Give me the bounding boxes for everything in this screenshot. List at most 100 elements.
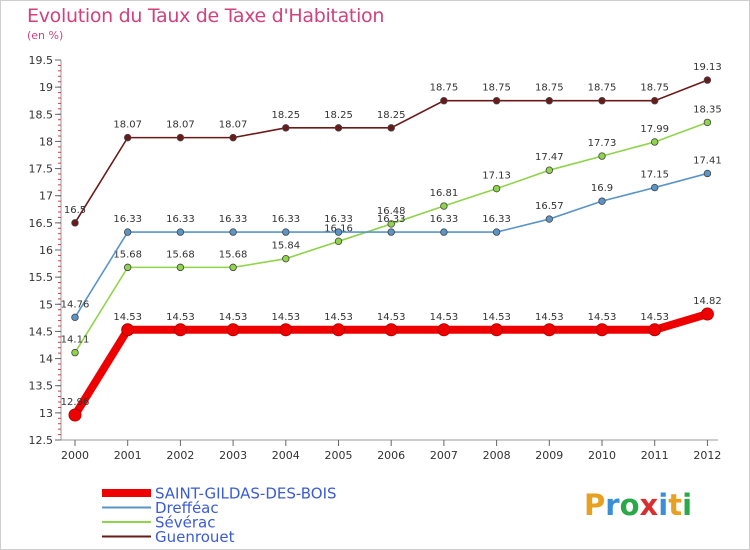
x-tick-label: 2012 (693, 449, 721, 462)
data-label: 18.25 (271, 110, 300, 121)
data-point (387, 124, 395, 132)
y-tick-label: 18.5 (29, 108, 54, 121)
data-label: 17.13 (482, 171, 511, 182)
x-tick-label: 2011 (641, 449, 669, 462)
data-point (229, 263, 237, 272)
data-label: 14.53 (430, 312, 459, 323)
series-line (74, 172, 708, 318)
data-point (598, 152, 606, 160)
y-tick-label: 19 (39, 81, 53, 94)
data-point (279, 323, 293, 337)
data-label: 18.07 (166, 120, 195, 131)
data-point (176, 263, 185, 272)
data-point (71, 348, 79, 357)
data-label: 16.48 (377, 206, 406, 217)
chart-subtitle: (en %) (27, 29, 64, 42)
data-point (545, 97, 553, 105)
x-tick-label: 2001 (114, 449, 142, 462)
data-label: 18.75 (588, 83, 617, 94)
data-point (71, 219, 79, 227)
data-point (334, 237, 343, 246)
data-label: 16.9 (591, 183, 613, 194)
data-point (226, 323, 240, 337)
data-point (492, 228, 501, 236)
data-point (384, 323, 398, 337)
data-point (387, 220, 395, 228)
data-point (598, 97, 606, 105)
data-label: 14.53 (166, 312, 195, 323)
data-point (542, 323, 556, 337)
data-point (440, 97, 448, 105)
y-tick-label: 12.5 (29, 434, 54, 447)
legend-label: SAINT-GILDAS-DES-BOIS (155, 485, 337, 503)
series-guenrouet: 16.5 18.07 18.07 18.07 18.25 18.25 18.25 18.75 1… (64, 62, 722, 227)
data-label: 16.81 (430, 188, 459, 199)
data-point (440, 202, 448, 210)
data-label: 15.68 (166, 249, 195, 260)
data-label: 18.75 (430, 83, 459, 94)
x-tick-label: 2007 (430, 449, 458, 462)
data-point (490, 323, 504, 337)
data-label: 17.41 (693, 155, 722, 166)
data-point (123, 133, 132, 142)
data-point (123, 263, 132, 272)
x-tick-label: 2003 (219, 449, 247, 462)
data-label: 18.07 (113, 120, 142, 131)
data-label: 16.33 (482, 214, 511, 225)
legend-label: Guenrouet (155, 528, 235, 546)
data-point (123, 228, 132, 236)
legend-label: Drefféac (155, 499, 219, 517)
data-label: 15.68 (219, 249, 248, 260)
data-label: 17.47 (535, 152, 564, 163)
data-point (440, 228, 448, 236)
data-point (651, 138, 659, 146)
axes: 12.5 13 13.5 14 14.5 15 15.5 16 16.5 17 17.5 18 18.5… (29, 54, 722, 462)
data-label: 15.84 (271, 241, 300, 252)
data-label: 16.33 (271, 214, 300, 225)
data-point (703, 76, 712, 84)
data-point (173, 323, 187, 337)
brand-letter: o (619, 488, 640, 522)
y-tick-label: 14.5 (29, 325, 54, 338)
data-point (176, 133, 185, 142)
series-dreff-ac: 14.76 16.33 16.33 16.33 16.33 16.33 16.33 16.33… (61, 155, 722, 322)
legend-label: Sévérac (155, 514, 215, 532)
data-label: 16.57 (535, 201, 564, 212)
y-tick-label: 13.5 (29, 380, 54, 393)
x-tick-label: 2004 (272, 449, 300, 462)
y-tick-label: 17 (39, 190, 53, 203)
data-label: 18.07 (219, 120, 248, 131)
series-line (74, 79, 708, 224)
data-point (651, 183, 659, 192)
x-tick-label: 2008 (483, 449, 511, 462)
data-label: 16.5 (64, 205, 86, 216)
data-point (545, 166, 553, 174)
legend: SAINT-GILDAS-DES-BOISDrefféacSévéracGuen… (102, 485, 337, 546)
y-tick-label: 18 (39, 135, 53, 148)
data-label: 14.53 (588, 312, 617, 323)
data-label: 16.33 (219, 214, 248, 225)
data-point (492, 97, 501, 105)
data-point (282, 124, 290, 132)
data-point (229, 133, 237, 142)
data-label: 14.11 (61, 335, 90, 346)
data-label: 14.82 (693, 296, 722, 307)
data-point (334, 124, 343, 132)
data-label: 17.73 (588, 138, 617, 149)
data-point (229, 228, 237, 236)
y-tick-label: 15.5 (29, 271, 54, 284)
data-label: 14.53 (324, 312, 353, 323)
data-label: 14.53 (377, 312, 406, 323)
series-saint-gildas-des-bois: 12.96 14.53 14.53 14.53 14.53 14.53 14.53 14.53… (61, 296, 722, 422)
data-point (437, 323, 451, 337)
data-label: 17.15 (640, 170, 669, 181)
brand-letter: x (639, 488, 659, 522)
series-layer: 16.5 18.07 18.07 18.07 18.25 18.25 18.25 18.75 1… (61, 62, 722, 422)
y-tick-label: 15 (39, 298, 53, 311)
brand-letter: t (668, 488, 683, 522)
data-point (651, 97, 659, 105)
x-tick-label: 2006 (377, 449, 405, 462)
data-label: 16.33 (377, 214, 406, 225)
data-label: 14.53 (640, 312, 669, 323)
